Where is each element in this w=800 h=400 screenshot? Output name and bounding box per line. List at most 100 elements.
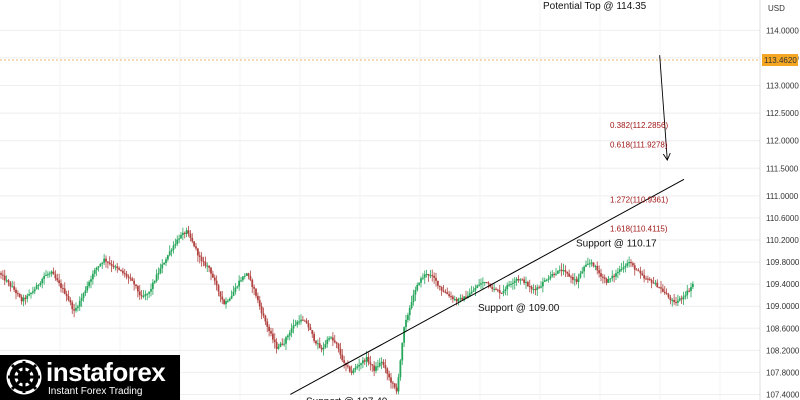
candle-body xyxy=(420,278,422,283)
candle-body xyxy=(495,288,497,290)
candle-body xyxy=(50,271,53,274)
candle-body xyxy=(641,273,644,276)
candle-body xyxy=(187,230,190,234)
candle-body xyxy=(622,267,625,269)
support-trendline xyxy=(290,178,685,395)
candle-body xyxy=(174,244,177,246)
candle-body xyxy=(65,293,68,297)
candle-body xyxy=(155,274,158,281)
candle-body xyxy=(298,321,301,323)
trend-lines xyxy=(0,55,760,395)
candle-body xyxy=(476,285,479,288)
y-tick-label: 112.5000 xyxy=(766,109,799,118)
candle-body xyxy=(435,277,437,281)
candle-body xyxy=(251,279,254,287)
candle-body xyxy=(170,249,173,252)
candle-body xyxy=(628,262,631,264)
instaforex-logo: instaforex Instant Forex Trading xyxy=(0,355,180,400)
candle-body xyxy=(414,290,417,295)
projection-arrow-shaft xyxy=(659,55,668,161)
candle-body xyxy=(84,290,87,294)
candle-body xyxy=(316,343,319,345)
candle-body xyxy=(684,295,687,297)
candle-body xyxy=(178,238,181,240)
candle-body xyxy=(391,382,394,384)
candle-body xyxy=(656,282,659,288)
candle-body xyxy=(592,262,595,267)
candle-body xyxy=(549,276,552,279)
candle-body xyxy=(24,297,27,299)
candle-body xyxy=(108,262,111,264)
y-tick-label: 108.2000 xyxy=(766,346,800,355)
candle-body xyxy=(103,258,106,263)
candle-body xyxy=(626,263,629,266)
candle-body xyxy=(643,275,646,279)
candle-body xyxy=(543,280,546,282)
candle-body xyxy=(678,298,681,301)
candle-body xyxy=(67,296,70,300)
candle-body xyxy=(446,292,449,295)
candle-body xyxy=(485,282,488,284)
candle-body xyxy=(221,296,224,300)
candle-body xyxy=(560,269,563,272)
candle-body xyxy=(350,371,353,373)
candle-body xyxy=(271,333,274,340)
y-tick-label: 109.0000 xyxy=(766,302,800,311)
candle-body xyxy=(13,286,16,290)
candle-body xyxy=(376,366,379,368)
candle-body xyxy=(412,294,415,302)
candle-body xyxy=(159,268,162,273)
candle-body xyxy=(60,283,62,288)
candle-body xyxy=(301,319,304,321)
candle-body xyxy=(52,271,55,275)
currency-label: USD xyxy=(768,4,785,13)
candle-body xyxy=(675,301,677,303)
candle-body xyxy=(504,289,507,292)
candle-body xyxy=(236,286,239,288)
candle-body xyxy=(648,278,651,281)
candle-body xyxy=(142,295,145,297)
candle-body xyxy=(281,343,284,345)
candle-body xyxy=(80,297,83,301)
candle-body xyxy=(54,274,57,279)
candle-body xyxy=(9,282,12,287)
candle-body xyxy=(292,325,295,329)
candle-body xyxy=(333,340,336,343)
candle-body xyxy=(605,278,608,283)
candle-body xyxy=(691,283,694,288)
candle-body xyxy=(255,288,257,296)
candle-body xyxy=(226,300,229,302)
candle-body xyxy=(256,295,259,301)
candle-body xyxy=(305,320,308,324)
candle-body xyxy=(637,270,640,272)
price-axis: 114.0000113.5000113.0000112.5000112.0000… xyxy=(762,4,800,399)
candle-body xyxy=(288,332,291,336)
candle-body xyxy=(472,290,475,292)
candle-body xyxy=(180,234,182,239)
candle-body xyxy=(682,296,685,300)
candle-body xyxy=(238,280,241,287)
candle-body xyxy=(652,282,655,284)
candle-body xyxy=(324,344,327,348)
candle-body xyxy=(573,279,576,281)
candle-body xyxy=(438,285,441,287)
candle-body xyxy=(46,274,49,276)
candle-body xyxy=(241,276,244,281)
candle-body xyxy=(311,330,314,335)
candle-body xyxy=(661,288,664,292)
candle-body xyxy=(457,298,460,302)
candle-body xyxy=(157,272,160,275)
candle-body xyxy=(260,306,263,314)
candle-body xyxy=(172,245,175,250)
candle-body xyxy=(690,287,692,292)
annotation-support-107: Support @ 107.40 xyxy=(306,396,388,400)
candle-body xyxy=(556,270,559,274)
candle-body xyxy=(138,291,141,296)
candle-body xyxy=(230,295,233,299)
candle-body xyxy=(541,281,544,287)
annotations: Potential Top @ 114.35 Support @ 110.17 Su… xyxy=(306,1,668,400)
candle-body xyxy=(500,293,503,295)
candle-body xyxy=(369,362,372,365)
candle-body xyxy=(286,335,289,338)
